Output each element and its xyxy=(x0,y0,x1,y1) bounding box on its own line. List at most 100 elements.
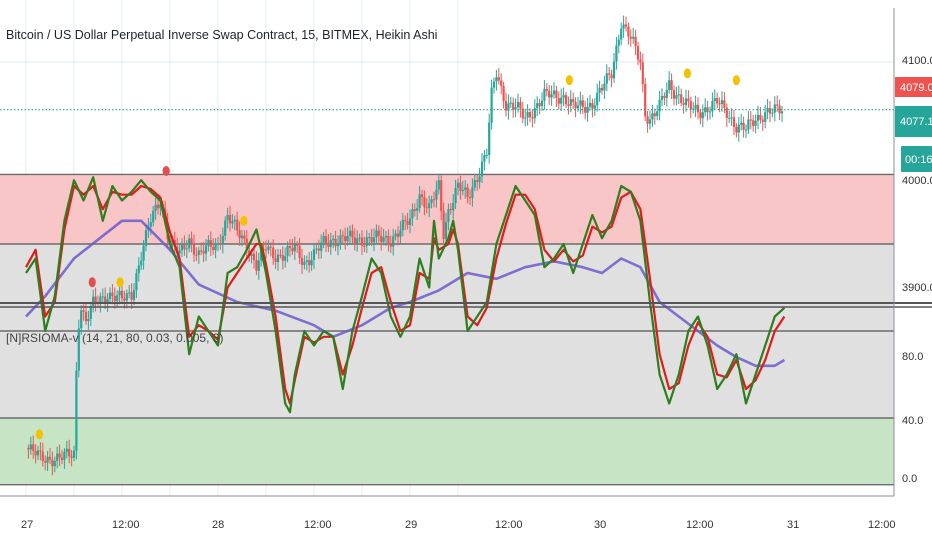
candle-body xyxy=(324,236,328,244)
candle-body xyxy=(144,230,148,246)
candle-body xyxy=(473,180,476,188)
candle-body xyxy=(159,204,162,209)
candle-body xyxy=(363,245,366,247)
candle-body xyxy=(104,296,107,304)
candle-body xyxy=(615,45,618,62)
candle-body xyxy=(543,88,546,101)
candle-body xyxy=(413,209,416,211)
candle-body xyxy=(663,95,666,98)
candle-body xyxy=(591,102,594,109)
candle-body xyxy=(154,204,157,211)
time-axis[interactable]: 27 12:00 28 12:00 29 12:00 30 12:00 31 1… xyxy=(0,495,896,531)
candle-body xyxy=(356,238,359,244)
candle-body xyxy=(351,230,354,238)
candle-body xyxy=(639,59,642,63)
candle-body xyxy=(749,119,752,121)
candle-body xyxy=(183,244,186,250)
candle-body xyxy=(137,265,140,274)
candle-body xyxy=(502,85,505,102)
candle-body xyxy=(704,107,707,113)
candle-body xyxy=(569,99,572,106)
candle-body xyxy=(192,243,196,255)
candle-body xyxy=(509,102,512,104)
candle-body xyxy=(555,90,558,99)
candle-body xyxy=(761,119,764,122)
candle-body xyxy=(392,236,395,247)
candle-body xyxy=(449,209,452,211)
candle-body xyxy=(51,459,54,467)
candle-body xyxy=(84,311,88,322)
candle-body xyxy=(372,237,376,243)
signal-marker-yellow xyxy=(565,75,573,86)
candle-body xyxy=(600,87,604,91)
candle-body xyxy=(557,98,560,104)
candle-body xyxy=(368,237,371,239)
candle-body xyxy=(648,119,652,124)
candle-body xyxy=(459,182,462,192)
candle-body xyxy=(468,197,472,199)
candle-body xyxy=(564,95,568,105)
candle-body xyxy=(416,207,419,211)
candle-body xyxy=(92,296,95,307)
candle-body xyxy=(512,102,515,110)
signal-marker-red xyxy=(88,277,96,288)
candle-body xyxy=(58,453,61,458)
candle-body xyxy=(344,236,347,242)
candle-body xyxy=(243,235,246,239)
candle-body xyxy=(504,101,508,111)
candle-body xyxy=(387,235,390,245)
candle-body xyxy=(747,119,750,130)
candle-body xyxy=(99,296,102,305)
candle-body xyxy=(500,80,503,86)
candle-body xyxy=(656,111,659,117)
candle-body xyxy=(284,255,287,261)
candle-body xyxy=(219,243,222,245)
candle-body xyxy=(485,154,488,156)
candle-body xyxy=(454,187,457,203)
candle-body xyxy=(694,104,697,109)
candle-body xyxy=(322,236,325,243)
price-axis[interactable]: 4100.0 4000.0 3900.0 4079.0 4077.1 00:16 xyxy=(893,8,932,496)
candle-body xyxy=(312,249,316,260)
candle-body xyxy=(444,221,448,239)
candle-body xyxy=(406,221,409,225)
candle-body xyxy=(540,100,544,107)
candle-body xyxy=(603,83,606,91)
candle-body xyxy=(94,296,97,303)
candle-body xyxy=(152,210,155,223)
candle-body xyxy=(550,94,553,98)
candle-body xyxy=(252,253,256,261)
candle-body xyxy=(780,111,784,114)
candle-body xyxy=(684,98,688,105)
time-tick: 29 xyxy=(405,519,417,531)
candle-body xyxy=(740,122,743,125)
candle-body xyxy=(682,102,685,105)
candle-body xyxy=(516,102,520,108)
candle-body xyxy=(188,238,191,249)
panel-separators xyxy=(0,302,932,308)
signal-marker-yellow xyxy=(732,75,741,86)
candle-body xyxy=(293,244,296,252)
time-tick: 31 xyxy=(787,519,799,531)
candle-body xyxy=(377,230,380,236)
price-tick: 4000.0 xyxy=(902,175,932,187)
candle-body xyxy=(495,77,498,82)
price-tick: 4100.0 xyxy=(902,55,932,67)
candle-body xyxy=(32,444,35,451)
indicator-axis[interactable]: 80.0 40.0 0.0 xyxy=(893,306,923,496)
candle-body xyxy=(617,39,620,46)
candle-body xyxy=(264,249,268,251)
candle-body xyxy=(384,235,388,238)
candle-body xyxy=(636,46,640,60)
candle-body xyxy=(178,250,181,254)
candle-body xyxy=(668,80,671,90)
candle-body xyxy=(130,292,133,300)
candle-body xyxy=(672,90,676,99)
candle-body xyxy=(588,102,592,107)
candle-body xyxy=(101,296,104,298)
candle-body xyxy=(634,36,637,47)
candle-body xyxy=(190,238,193,244)
candle-body xyxy=(396,233,400,237)
candle-body xyxy=(267,246,270,251)
